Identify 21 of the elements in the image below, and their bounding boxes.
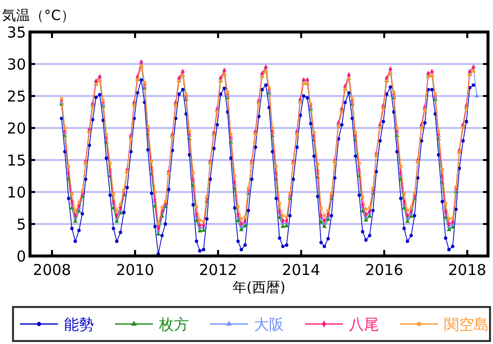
x-tick-label: 2012: [199, 261, 238, 279]
y-tick-label: 25: [6, 87, 26, 106]
y-tick-label: 15: [6, 151, 26, 170]
legend-label: 能勢: [64, 315, 94, 334]
x-tick-label: 2014: [282, 261, 320, 279]
legend-label: 八尾: [349, 315, 379, 334]
legend-label: 枚方: [158, 315, 189, 334]
y-tick-label: 10: [6, 183, 26, 202]
y-tick-label: 5: [16, 215, 26, 234]
x-tick-label: 2016: [365, 261, 404, 279]
y-tick-label: 20: [6, 119, 26, 138]
y-axis-title: 気温（°C）: [2, 8, 75, 24]
y-tick-label: 30: [6, 55, 26, 74]
x-tick-label: 2008: [32, 261, 72, 279]
legend-label: 関空島: [444, 315, 489, 334]
y-tick-label: 0: [16, 247, 26, 266]
legend-label: 大阪: [254, 315, 284, 334]
y-tick-label: 35: [6, 23, 26, 42]
x-tick-label: 2018: [448, 261, 486, 279]
x-tick-label: 2010: [116, 261, 154, 279]
x-axis-title: 年(西暦): [232, 280, 286, 296]
